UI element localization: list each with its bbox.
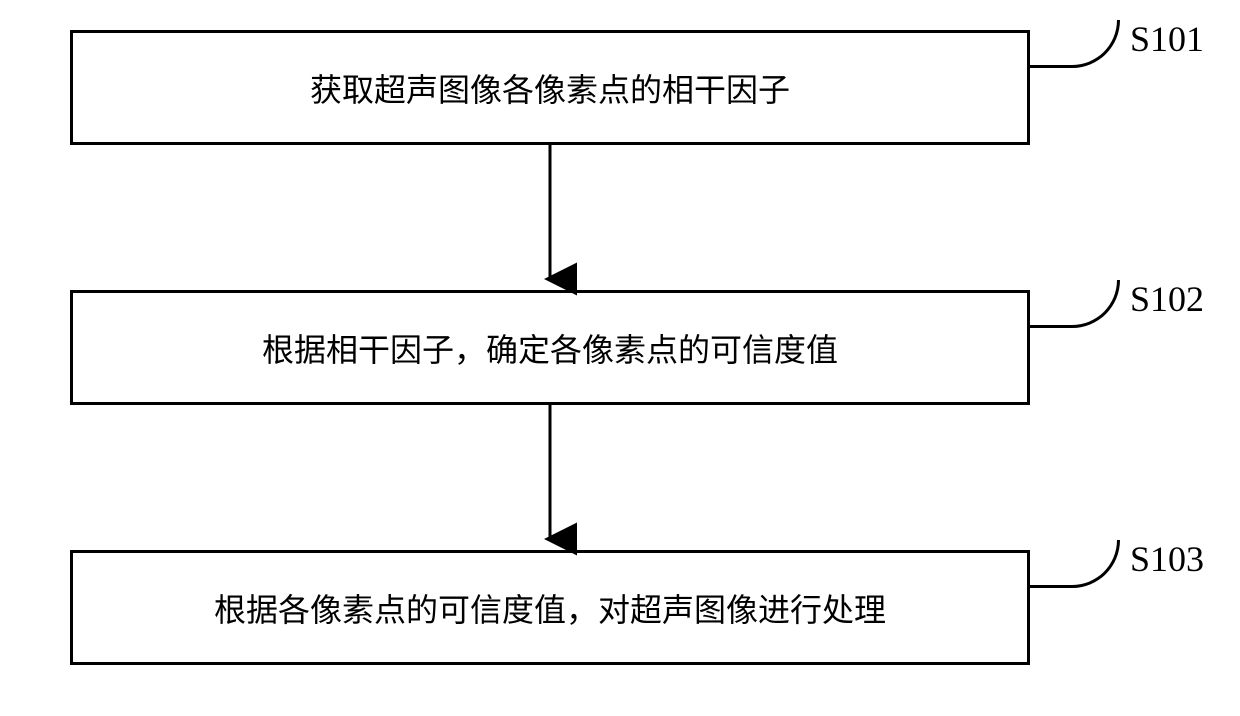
flow-node-s101: 获取超声图像各像素点的相干因子 bbox=[70, 30, 1030, 145]
flow-node-s102-text: 根据相干因子，确定各像素点的可信度值 bbox=[262, 325, 838, 371]
flow-node-s102: 根据相干因子，确定各像素点的可信度值 bbox=[70, 290, 1030, 405]
flow-node-s103: 根据各像素点的可信度值，对超声图像进行处理 bbox=[70, 550, 1030, 665]
step-label-s103: S103 bbox=[1130, 538, 1204, 580]
callout-s101 bbox=[1030, 20, 1120, 68]
flow-node-s101-text: 获取超声图像各像素点的相干因子 bbox=[310, 65, 790, 111]
callout-s103 bbox=[1030, 540, 1120, 588]
callout-s102 bbox=[1030, 280, 1120, 328]
step-label-s102: S102 bbox=[1130, 278, 1204, 320]
flow-node-s103-text: 根据各像素点的可信度值，对超声图像进行处理 bbox=[214, 585, 886, 631]
flowchart-canvas: 获取超声图像各像素点的相干因子 S101 根据相干因子，确定各像素点的可信度值 … bbox=[0, 0, 1240, 716]
step-label-s101: S101 bbox=[1130, 18, 1204, 60]
